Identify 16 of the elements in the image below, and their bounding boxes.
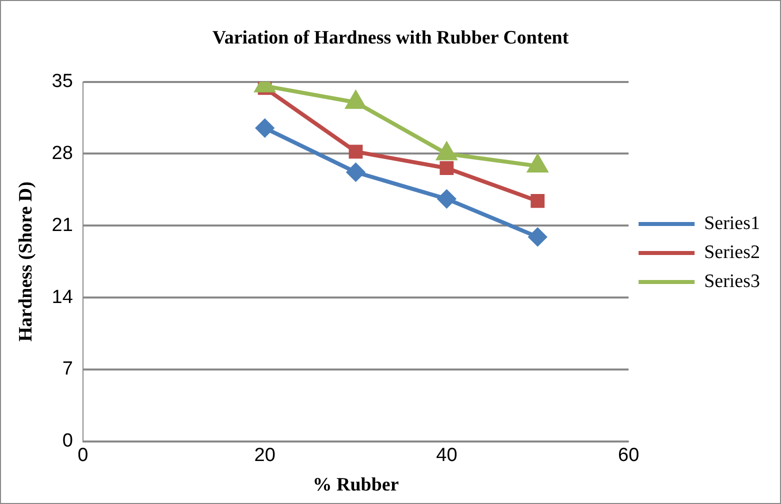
- y-tick-label: 28: [52, 142, 73, 164]
- x-tick-label: 20: [254, 445, 276, 466]
- y-tick-label: 14: [52, 286, 74, 308]
- x-axis-title: % Rubber: [312, 474, 400, 496]
- chart-title: Variation of Hardness with Rubber Content: [212, 27, 570, 48]
- x-tick-label: 40: [436, 445, 458, 466]
- legend-label: Series3: [704, 270, 760, 292]
- legend-label: Series1: [704, 212, 760, 234]
- x-tick-label: 0: [78, 445, 88, 466]
- y-tick-label: 21: [52, 214, 73, 236]
- y-tick-label: 35: [52, 71, 73, 92]
- y-axis-title: Hardness (Shore D): [15, 182, 36, 342]
- y-tick-label: 7: [62, 358, 73, 380]
- legend-label: Series2: [704, 242, 760, 263]
- y-tick-label: 0: [62, 430, 73, 452]
- x-tick-label: 60: [618, 445, 640, 466]
